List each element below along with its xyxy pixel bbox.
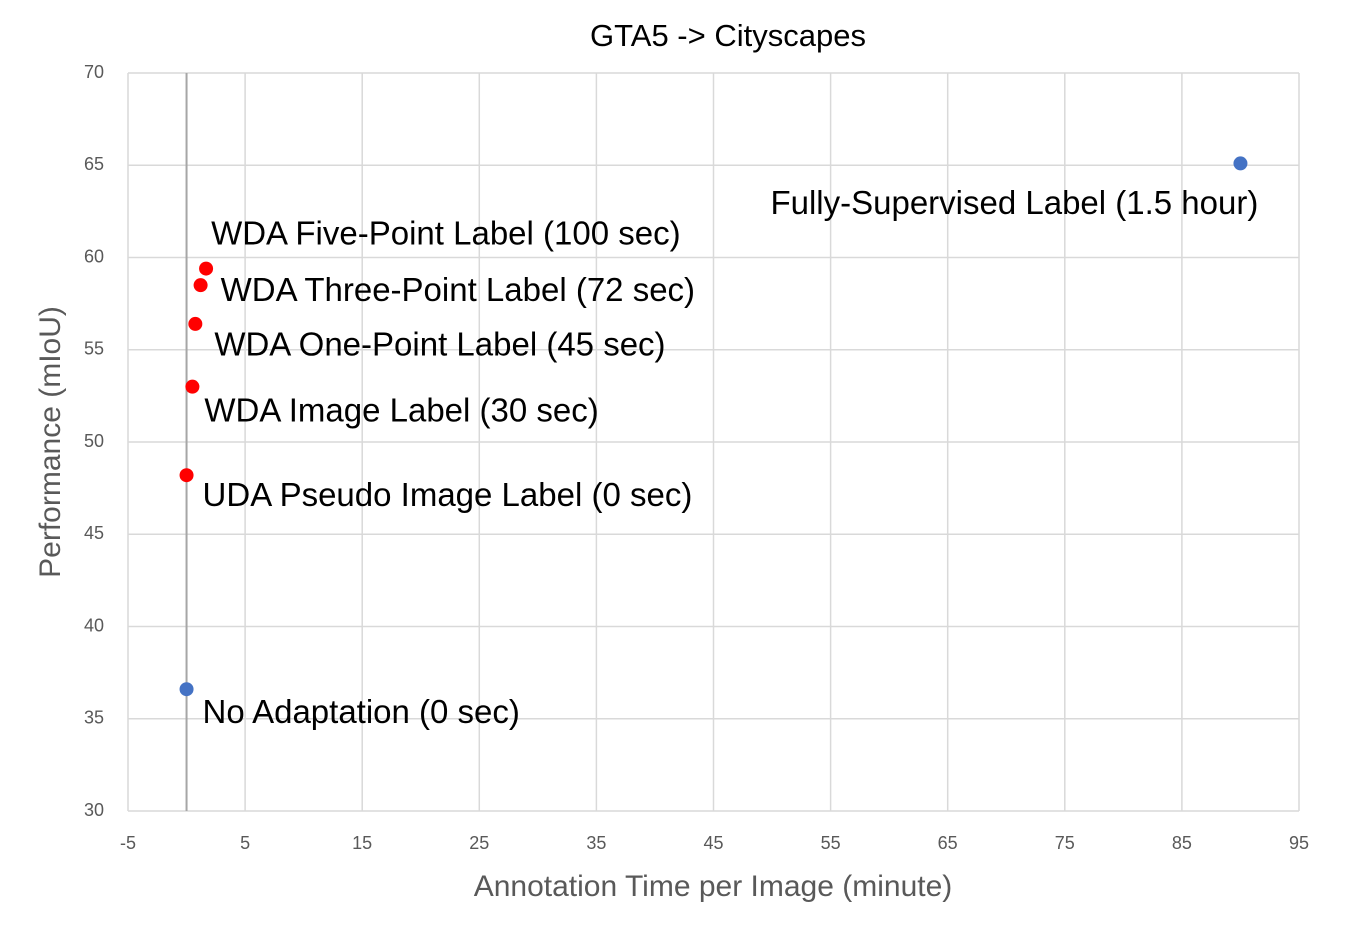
y-tick-label: 55 [84, 339, 104, 359]
y-tick-label: 60 [84, 246, 104, 266]
x-tick-label: 25 [469, 833, 489, 853]
y-axis-title: Performance (mIoU) [34, 306, 67, 578]
y-tick-label: 70 [84, 62, 104, 82]
point [179, 682, 194, 697]
point [199, 261, 214, 276]
y-tick-label: 50 [84, 431, 104, 451]
point-label: WDA Five-Point Label (100 sec) [211, 214, 681, 251]
point [185, 379, 200, 394]
point [1233, 156, 1248, 171]
point-label: UDA Pseudo Image Label (0 sec) [203, 476, 693, 513]
x-axis-title: Annotation Time per Image (minute) [474, 870, 953, 903]
point-label: Fully-Supervised Label (1.5 hour) [770, 184, 1258, 221]
x-tick-label: 35 [586, 833, 606, 853]
x-tick-label: 65 [938, 833, 958, 853]
x-tick-label: 95 [1289, 833, 1309, 853]
point-label: No Adaptation (0 sec) [203, 693, 520, 730]
point-label: WDA Three-Point Label (72 sec) [221, 271, 695, 308]
y-tick-label: 30 [84, 800, 104, 820]
y-tick-label: 40 [84, 615, 104, 635]
point [193, 278, 208, 293]
x-tick-label: 85 [1172, 833, 1192, 853]
x-tick-label: 15 [352, 833, 372, 853]
y-tick-label: 45 [84, 523, 104, 543]
x-tick-label: 75 [1055, 833, 1075, 853]
x-tick-label: -5 [120, 833, 136, 853]
point-label: WDA One-Point Label (45 sec) [214, 326, 665, 363]
y-tick-label: 65 [84, 154, 104, 174]
x-tick-label: 55 [821, 833, 841, 853]
point [188, 316, 203, 331]
point-label: WDA Image Label (30 sec) [204, 391, 598, 428]
point [179, 468, 194, 483]
x-tick-label: 5 [240, 833, 250, 853]
x-tick-label: 45 [703, 833, 723, 853]
chart-title: GTA5 -> Cityscapes [590, 18, 866, 53]
y-tick-label: 35 [84, 708, 104, 728]
